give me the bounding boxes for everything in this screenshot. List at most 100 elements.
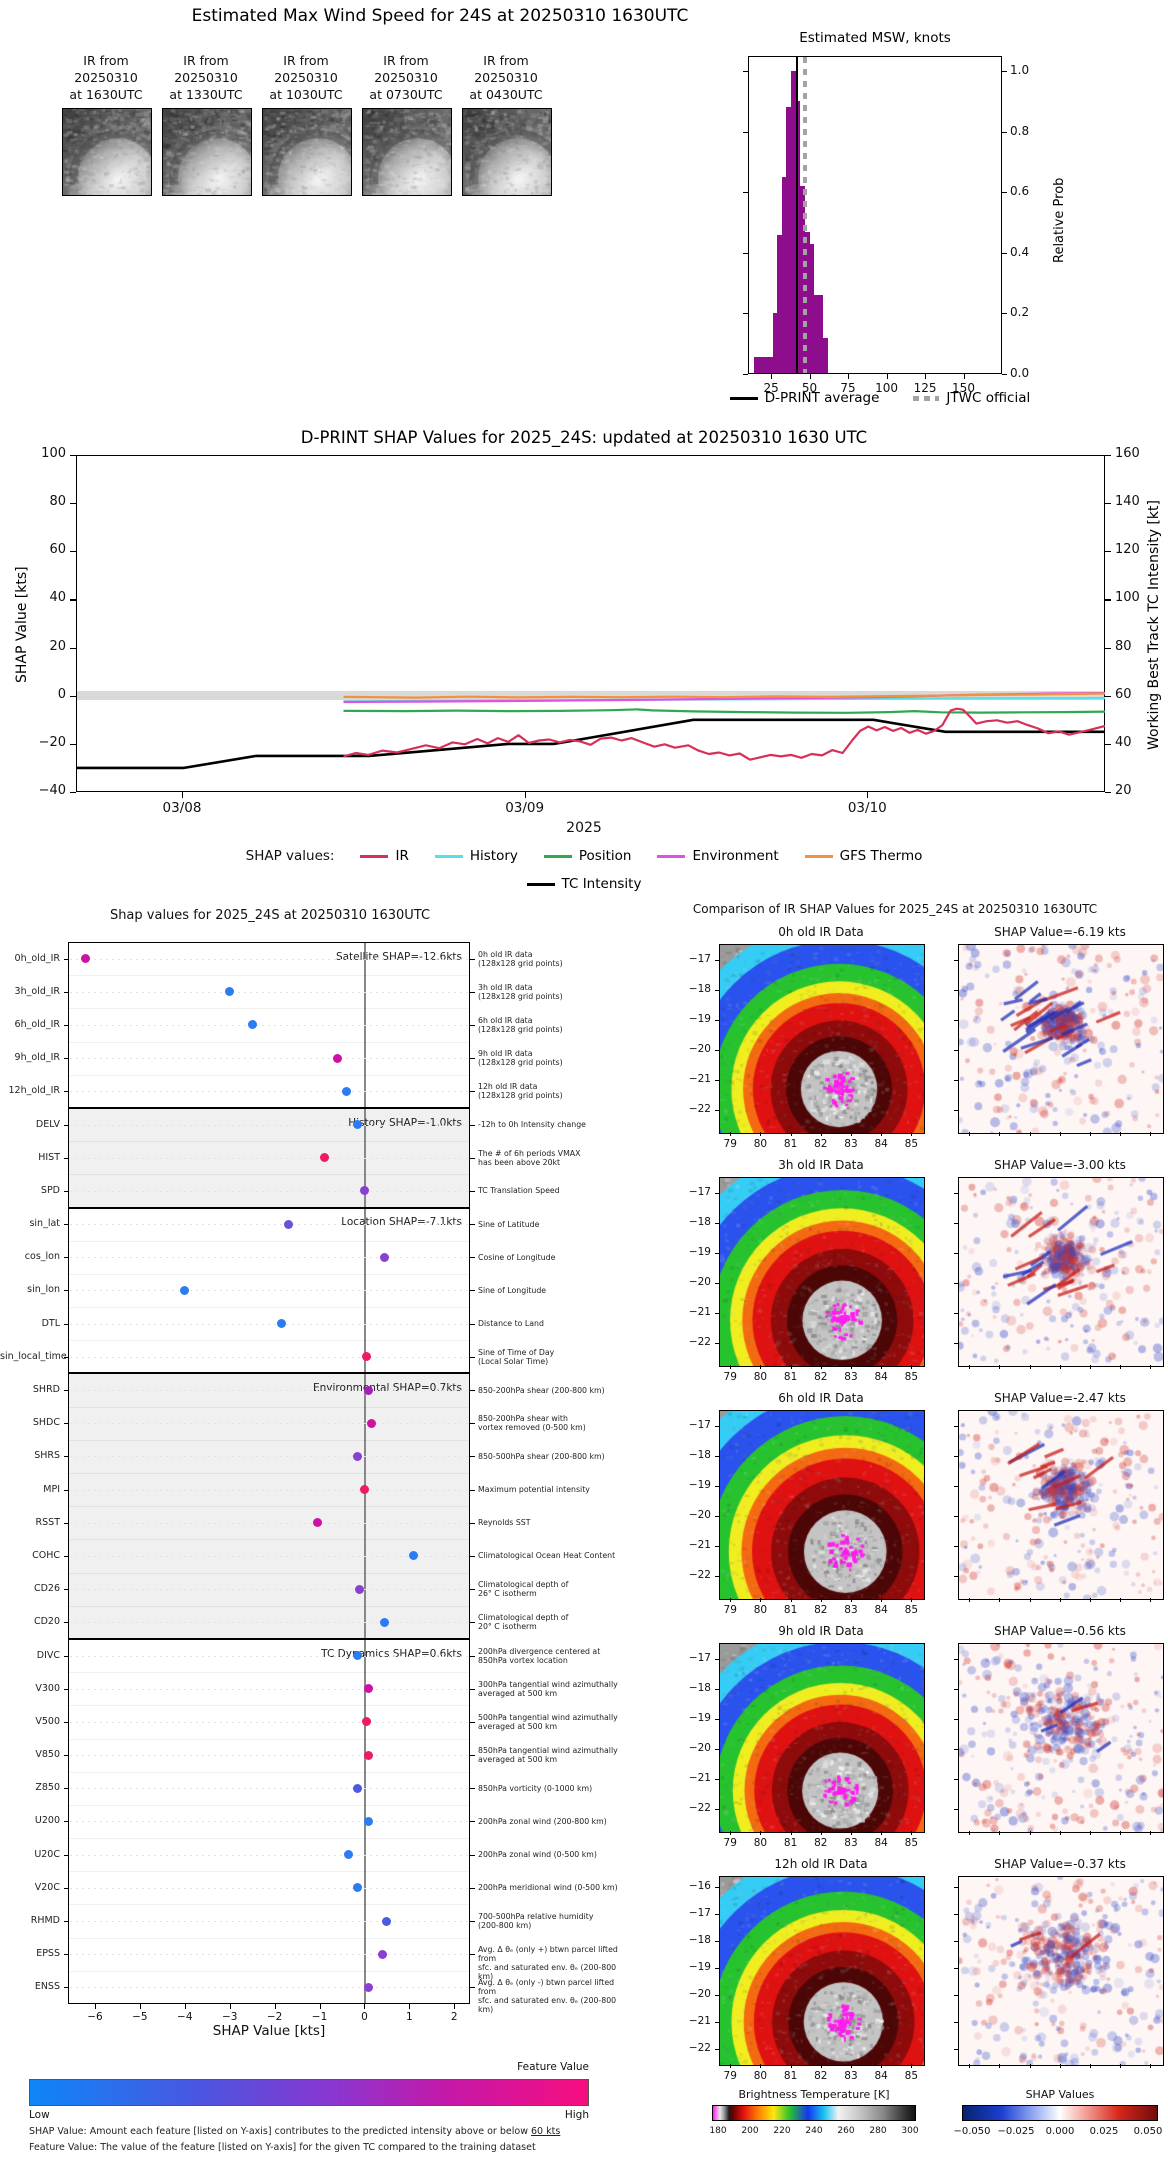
ir-thumbnail-image — [62, 108, 152, 196]
series-line-position — [343, 708, 1105, 714]
ir-lat-tick-mark — [715, 1719, 719, 1721]
feature-label: V300 — [35, 1682, 60, 1694]
feature-description-line: (128x128 grid points) — [478, 1024, 563, 1034]
ir-lon-tick-mark — [820, 1132, 822, 1136]
description-tick — [470, 1887, 475, 1889]
dotplot-x-tick-label: 1 — [406, 2011, 413, 2023]
ir-lon-tick-mark — [790, 1132, 792, 1136]
shap-lon-tick-mark — [999, 1831, 1001, 1835]
feature-description-line: sfc. and saturated env. θₑ (200-800 km) — [478, 1996, 617, 2015]
feature-dot — [366, 1418, 376, 1428]
dotplot-row-separator — [69, 1074, 469, 1076]
shap-lat-tick-mark — [954, 1342, 958, 1344]
shap-lon-tick-mark — [969, 1598, 971, 1602]
timeseries-left-tick-label: 100 — [41, 446, 66, 461]
feature-dot — [382, 1916, 392, 1926]
ir-lat-tick-label: −22 — [688, 1568, 711, 1581]
timeseries-right-tick-mark — [1105, 599, 1111, 601]
ir-lat-tick-label: −21 — [688, 1771, 711, 1784]
dprint-average-line — [796, 57, 799, 373]
timeseries-left-tick-label: 60 — [49, 542, 66, 558]
dotplot-row-separator — [69, 1273, 469, 1275]
dotplot-row-guide — [70, 1987, 468, 1989]
ir-lon-tick-label: 84 — [874, 1371, 888, 1383]
feature-label: cos_lon — [24, 1251, 60, 1263]
shap-lat-tick-mark — [954, 1486, 958, 1488]
bt-colorbar-tick-label: 280 — [869, 2126, 887, 2136]
ir-panel-title: 12h old IR Data — [774, 1857, 868, 1871]
dotplot-row-guide — [70, 1954, 468, 1956]
timeseries-legend-title: SHAP values: — [245, 848, 335, 864]
ir-lat-tick-mark — [715, 1486, 719, 1488]
ir-thumbnail-label-line: at 0730UTC — [369, 87, 443, 102]
ir-lon-tick-label: 80 — [753, 1138, 768, 1150]
shap-lon-tick-mark — [1089, 1132, 1091, 1136]
timeseries-left-tick-mark — [70, 647, 76, 649]
feature-description-line: 26° C isotherm — [478, 1589, 537, 1599]
gfs-thermo-label: GFS Thermo — [839, 848, 923, 864]
dotplot-feature-tick — [64, 1522, 68, 1524]
shap-value-footnote: SHAP Value: Amount each feature [listed … — [29, 2126, 629, 2137]
feature-description-line: (Local Solar Time) — [478, 1356, 549, 1366]
feature-description-line: (128x128 grid points) — [478, 1058, 563, 1068]
shap-lat-tick-mark — [954, 1312, 958, 1314]
ir-lon-tick-label: 79 — [723, 1371, 737, 1383]
ir-thumbnail-label-line: 20250310 — [74, 70, 138, 85]
colorbar-low-label: Low — [29, 2109, 50, 2121]
feature-description-line: 850hPa vorticity (0-1000 km) — [478, 1783, 593, 1793]
description-tick — [470, 991, 475, 993]
dotplot-feature-tick — [64, 1589, 68, 1591]
ir-lat-tick-mark — [715, 1426, 719, 1428]
shap-lon-tick-mark — [1059, 1365, 1061, 1369]
dotplot-feature-tick — [64, 1688, 68, 1690]
dotplot-row-guide — [70, 1456, 468, 1458]
dotplot-row-guide — [70, 991, 468, 993]
ir-lon-tick-mark — [730, 2064, 732, 2068]
feature-description: Sine of Time of Day (Local Solar Time) — [478, 1348, 618, 1366]
timeseries-left-tick-label: 20 — [49, 638, 66, 654]
dotplot-x-tick-mark — [94, 2004, 96, 2009]
ir-lon-tick-label: 80 — [753, 1604, 768, 1616]
ir-lat-tick-mark — [715, 1689, 719, 1691]
dotplot-row-separator — [69, 1672, 469, 1674]
shap-lat-tick-mark — [954, 1193, 958, 1195]
timeseries-legend-row1: SHAP values: IR History Position Environ… — [0, 848, 1168, 864]
feature-description-line: Sine of Longitude — [478, 1285, 547, 1295]
tc-intensity-line-swatch — [526, 882, 555, 886]
ir-panel-image — [719, 1410, 925, 1600]
feature-value-colorbar-title: Feature Value — [517, 2061, 589, 2073]
ir-thumbnail-label: IR from 20250310 at 1630UTC — [56, 52, 156, 103]
dotplot-feature-tick — [64, 1854, 68, 1856]
shap-lon-tick-mark — [1059, 1598, 1061, 1602]
shap-lat-tick-mark — [954, 1020, 958, 1022]
dotplot-feature-tick — [64, 1390, 68, 1392]
series-line-gfs-thermo — [343, 692, 1105, 699]
ir-thumbnail-label: IR from 20250310 at 0730UTC — [356, 52, 456, 103]
ir-lon-tick-mark — [850, 2064, 852, 2068]
feature-value-colorbar — [29, 2079, 589, 2106]
ir-thumbnail-label-line: IR from — [483, 53, 529, 68]
top-title: Estimated Max Wind Speed for 24S at 2025… — [191, 6, 689, 26]
ir-thumbnail-image — [362, 108, 452, 196]
ir-lon-tick-mark — [730, 1132, 732, 1136]
ir-lon-tick-mark — [760, 1831, 762, 1835]
bt-colorbar-tick-label: 260 — [837, 2126, 855, 2136]
shap-lon-tick-mark — [1089, 1831, 1091, 1835]
ir-lon-tick-mark — [820, 1598, 822, 1602]
feature-dot — [380, 1252, 390, 1262]
feature-label: ENSS — [34, 1981, 60, 1993]
shap-lon-tick-mark — [1029, 1365, 1031, 1369]
ir-thumbnail-label-line: IR from — [183, 53, 229, 68]
feature-dot — [359, 1186, 369, 1196]
timeseries-x-tick-label: 03/10 — [847, 800, 887, 816]
feature-description-line: Climatological Ocean Heat Content — [478, 1551, 616, 1561]
ir-lat-tick-label: −19 — [688, 1013, 711, 1026]
shap-lat-tick-mark — [954, 1515, 958, 1517]
dotplot-section-divider — [68, 1106, 470, 1109]
shap-lon-tick-mark — [969, 1132, 971, 1136]
dotplot-x-tick-label: −1 — [311, 2011, 328, 2023]
dotplot-row-guide — [70, 1522, 468, 1524]
feature-description: Maximum potential intensity — [478, 1485, 618, 1494]
ir-thumbnail-label-line: 20250310 — [274, 70, 338, 85]
ir-lon-tick-mark — [911, 1831, 913, 1835]
